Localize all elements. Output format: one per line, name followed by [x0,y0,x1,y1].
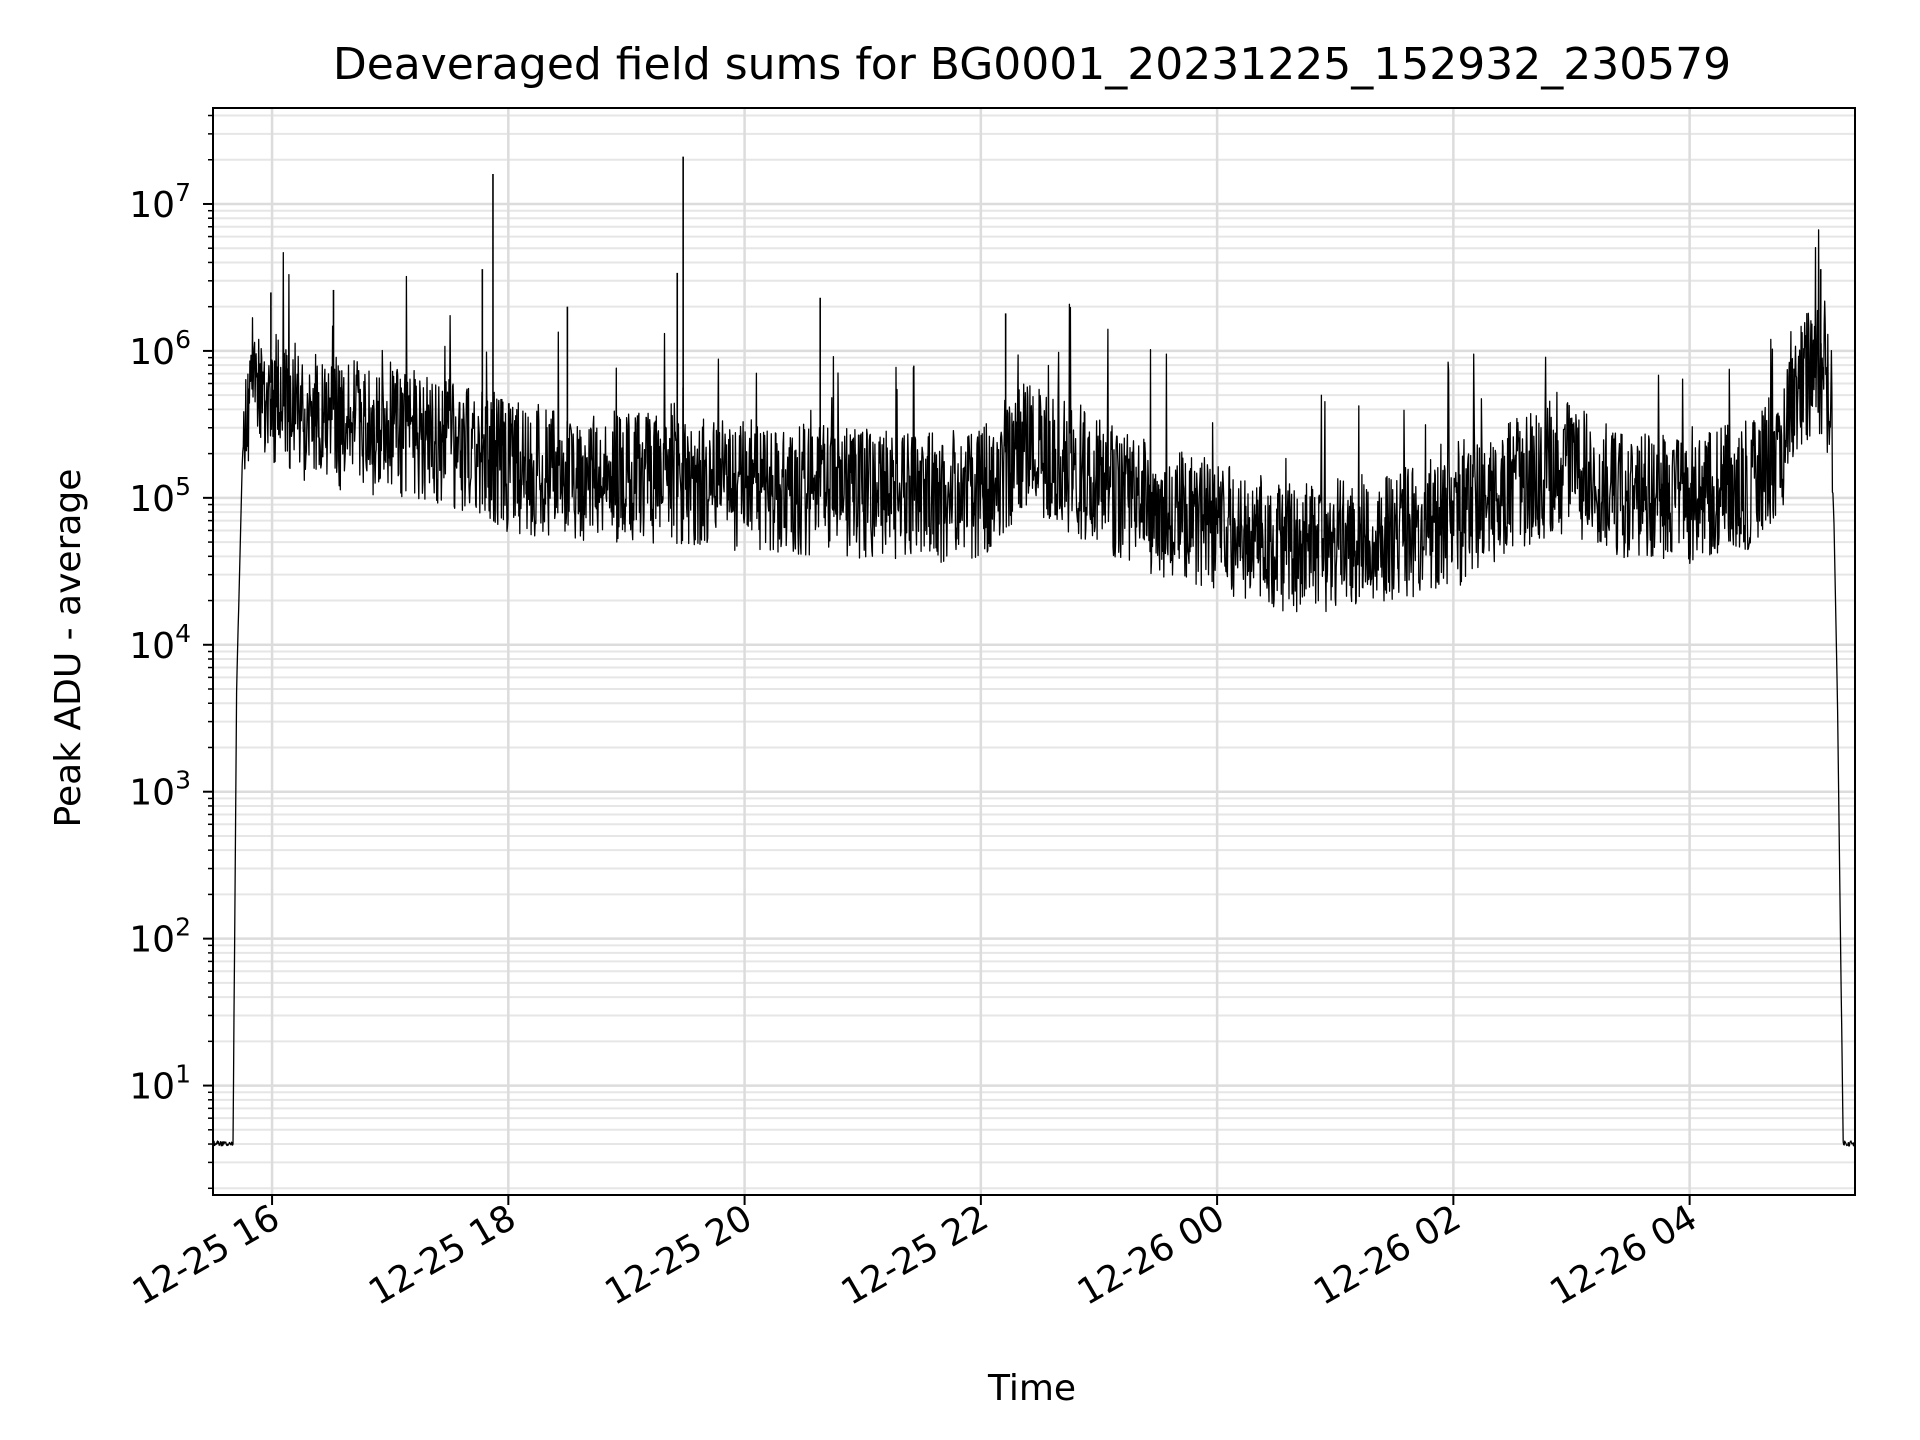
y-axis-label: Peak ADU - average [48,469,89,828]
y-tick-label-exponent: 1 [175,1060,191,1089]
y-tick-label-base: 10 [129,332,175,373]
y-tick-label-exponent: 6 [175,325,191,354]
y-tick-label: 104 [129,619,191,667]
chart-title: Deaveraged field sums for BG0001_2023122… [333,39,1731,90]
y-tick-label: 107 [129,178,191,226]
y-tick-label-base: 10 [129,1067,175,1108]
y-tick-label: 101 [129,1060,191,1108]
y-tick-label-base: 10 [129,626,175,667]
y-tick-label-exponent: 3 [175,766,191,795]
y-tick-label-base: 10 [129,185,175,226]
y-tick-label-exponent: 4 [175,619,191,648]
y-tick-label-exponent: 5 [175,472,191,501]
y-tick-label-base: 10 [129,479,175,520]
y-tick-label: 103 [129,766,191,814]
data-series-line [212,229,1856,1147]
y-tick-label-base: 10 [129,920,175,961]
y-tick-label: 105 [129,472,191,520]
y-tick-label-exponent: 2 [175,913,191,942]
y-tick-label: 102 [129,913,191,961]
data-layer [212,156,1856,1147]
x-axis-label: Time [987,1368,1076,1409]
y-tick-label-exponent: 7 [175,178,191,207]
y-tick-label: 106 [129,325,191,373]
y-tick-label-base: 10 [129,773,175,814]
grid-layer [213,108,1855,1195]
